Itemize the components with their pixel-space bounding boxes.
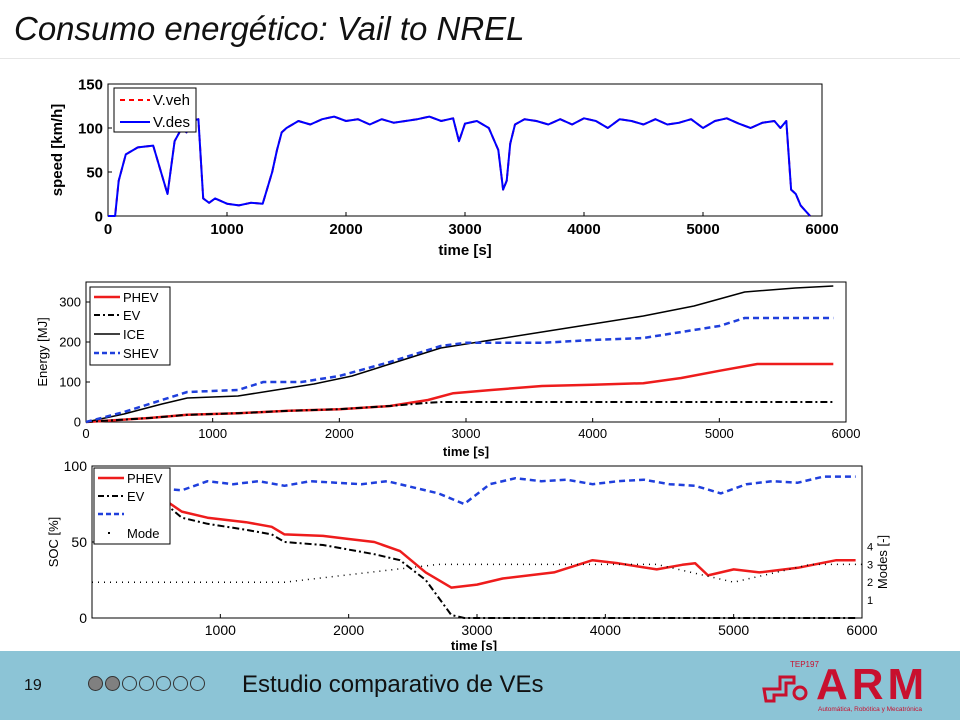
series-line-ev — [163, 501, 856, 619]
legend-shev-label: SHEV — [123, 346, 159, 361]
footer-title: Estudio comparativo de VEs — [242, 671, 544, 698]
series-line-unnamed-2 — [163, 475, 856, 506]
legend-phev-label: PHEV — [123, 290, 159, 305]
energy-plot-area — [85, 281, 847, 423]
soc-xlabel: time [s] — [451, 638, 497, 653]
series-line-v-des — [108, 115, 811, 217]
y-tick-label: 50 — [71, 534, 87, 550]
legend-vveh-label: V.veh — [153, 92, 190, 109]
progress-dot — [122, 676, 137, 691]
y-tick-label: 0 — [95, 208, 103, 225]
y-tick-label: 150 — [78, 76, 103, 93]
title-divider — [0, 58, 960, 59]
legend-soc-phev-label: PHEV — [127, 471, 163, 486]
x-tick-label: 6000 — [846, 622, 877, 638]
footer-bar: 19 Estudio comparativo de VEs TEP197 ARM… — [0, 651, 960, 720]
legend-mode-label: Mode — [127, 526, 160, 541]
page-number: 19 — [24, 677, 42, 694]
x-tick-label: 5000 — [705, 426, 734, 441]
x-tick-label: 2000 — [333, 622, 364, 638]
y2-tick-label: 3 — [867, 559, 873, 571]
series-line-ice — [85, 285, 834, 423]
x-tick-label: 2000 — [325, 426, 354, 441]
soc-plot-area — [91, 465, 863, 619]
y-tick-label: 0 — [74, 415, 81, 430]
energy-xlabel: time [s] — [443, 444, 489, 459]
progress-dot — [156, 676, 171, 691]
y2-tick-label: 1 — [867, 595, 873, 607]
legend-ev-label: EV — [123, 308, 141, 323]
y2-tick-label: 4 — [867, 541, 873, 553]
x-tick-label: 3000 — [461, 622, 492, 638]
soc-chart: 1000 2000 3000 4000 5000 6000 0 50 100 1 2 3 4 SOC [… — [46, 458, 890, 653]
progress-dot — [139, 676, 154, 691]
x-tick-label: 0 — [82, 426, 89, 441]
y-tick-label: 100 — [59, 375, 81, 390]
x-tick-label: 1000 — [205, 622, 236, 638]
speed-chart: 0 1000 2000 3000 4000 5000 6000 0 50 100 150 speed… — [49, 76, 839, 259]
progress-dot — [173, 676, 188, 691]
x-tick-label: 5000 — [718, 622, 749, 638]
soc-legend: PHEV EV Mode — [93, 467, 171, 545]
progress-dot — [190, 676, 205, 691]
x-tick-label: 4000 — [590, 622, 621, 638]
x-tick-label: 5000 — [686, 221, 719, 238]
y-tick-label: 200 — [59, 335, 81, 350]
x-tick-label: 2000 — [329, 221, 362, 238]
y-tick-label: 300 — [59, 295, 81, 310]
energy-legend: PHEV EV ICE SHEV — [89, 286, 171, 366]
progress-dot — [105, 676, 120, 691]
x-tick-label: 3000 — [448, 221, 481, 238]
y2-tick-label: 2 — [867, 577, 873, 589]
legend-vdes-label: V.des — [153, 114, 190, 131]
progress-dot — [88, 676, 103, 691]
legend-soc-ev-label: EV — [127, 489, 145, 504]
x-tick-label: 1000 — [210, 221, 243, 238]
x-tick-label: 6000 — [832, 426, 861, 441]
energy-ylabel: Energy [MJ] — [35, 317, 50, 386]
arm-logo: TEP197 ARM Automática, Robótica y Mecatr… — [760, 659, 952, 715]
logo-small-text: TEP197 — [790, 660, 819, 669]
series-line-ev — [85, 401, 834, 423]
x-tick-label: 4000 — [578, 426, 607, 441]
soc-ylabel: SOC [%] — [46, 517, 61, 568]
x-tick-label: 3000 — [452, 426, 481, 441]
x-tick-label: 4000 — [567, 221, 600, 238]
series-line-phev — [163, 498, 856, 589]
x-tick-label: 6000 — [805, 221, 838, 238]
energy-chart: 0 1000 2000 3000 4000 5000 6000 0 100 200 300 Ener… — [35, 281, 861, 459]
logo-main-text: ARM — [816, 660, 929, 709]
speed-xlabel: time [s] — [438, 242, 491, 259]
y-tick-label: 50 — [86, 164, 103, 181]
speed-legend: V.veh V.des — [113, 87, 197, 133]
soc-y2label: Modes [-] — [875, 535, 890, 589]
slide-title: Consumo energético: Vail to NREL — [14, 10, 525, 47]
y-tick-label: 0 — [79, 610, 87, 626]
legend-ice-label: ICE — [123, 327, 145, 342]
series-line-shev — [85, 316, 834, 424]
robot-arm-icon — [762, 675, 808, 703]
x-tick-label: 1000 — [198, 426, 227, 441]
speed-ylabel: speed [km/h] — [49, 104, 66, 197]
y-tick-label: 100 — [78, 120, 103, 137]
speed-plot-area — [107, 83, 823, 217]
y-tick-label: 100 — [64, 458, 88, 474]
logo-subtitle: Automática, Robótica y Mecatrónica — [818, 706, 923, 713]
x-tick-label: 0 — [104, 221, 112, 238]
